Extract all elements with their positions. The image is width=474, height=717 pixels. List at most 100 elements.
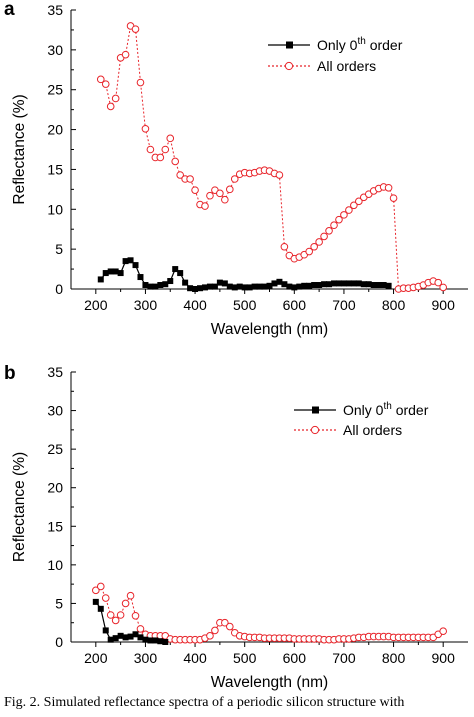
y-tick-label: 20	[47, 480, 63, 496]
data-point	[226, 185, 234, 194]
data-point	[111, 94, 120, 103]
data-point	[92, 586, 100, 595]
data-point	[182, 279, 189, 286]
x-tick-label: 300	[134, 650, 158, 666]
series-zeroth-order	[97, 257, 392, 292]
data-point	[306, 282, 313, 289]
figure-caption: Fig. 2. Simulated reflectance spectra of…	[4, 695, 405, 710]
y-axis-label: Reflectance (%)	[11, 94, 28, 204]
data-point	[132, 262, 139, 269]
data-point	[315, 238, 323, 246]
data-point	[96, 582, 105, 591]
data-point	[101, 594, 110, 602]
legend: Only 0th order All orders	[294, 401, 429, 438]
data-point	[316, 282, 323, 289]
data-point	[439, 627, 447, 636]
data-point	[340, 211, 348, 219]
x-axis-label: Wavelength (nm)	[211, 674, 328, 691]
data-point	[291, 284, 298, 291]
panel-label: a	[4, 0, 15, 20]
data-point	[177, 270, 184, 277]
data-point	[201, 202, 209, 210]
data-point	[106, 102, 115, 111]
legend: Only 0th order All orders	[268, 36, 403, 74]
y-tick-label: 25	[47, 441, 63, 457]
data-point	[226, 622, 234, 631]
data-point	[96, 75, 105, 84]
x-tick-label: 600	[283, 650, 307, 666]
data-point	[439, 283, 447, 292]
data-point	[230, 175, 239, 183]
data-point	[221, 195, 229, 204]
y-tick-label: 30	[47, 42, 63, 58]
x-tick-label: 700	[332, 650, 356, 666]
data-point	[241, 284, 248, 291]
data-point	[97, 605, 104, 612]
data-point	[136, 78, 145, 87]
data-point	[246, 284, 253, 291]
data-point	[320, 232, 328, 241]
data-point	[271, 280, 278, 287]
y-tick-label: 15	[47, 161, 63, 177]
data-point	[101, 80, 110, 88]
data-point	[385, 282, 392, 289]
x-tick-label: 500	[233, 650, 257, 666]
data-point	[141, 124, 150, 133]
data-point	[345, 280, 352, 287]
data-point	[226, 283, 233, 290]
data-point	[206, 283, 213, 290]
x-tick-label: 900	[432, 650, 456, 666]
data-point	[186, 175, 194, 183]
data-point	[311, 282, 318, 289]
data-point	[171, 157, 180, 166]
data-point	[152, 283, 159, 290]
chart-panel-b: b 0 5 10 15 20 25 30 35 200 300 400 500 600 700 800 900 W…	[4, 363, 468, 691]
data-point	[231, 284, 238, 291]
data-point	[301, 282, 308, 289]
data-point	[126, 591, 135, 600]
data-point	[280, 242, 289, 251]
data-point	[102, 270, 109, 277]
data-point	[261, 283, 268, 290]
y-tick-label: 35	[47, 2, 63, 18]
data-point	[340, 280, 347, 287]
data-point	[121, 599, 130, 608]
series-all-orders	[92, 582, 447, 644]
x-tick-label: 800	[382, 297, 406, 313]
data-point	[380, 282, 387, 289]
x-axis-label: Wavelength (nm)	[211, 321, 328, 338]
data-point	[389, 194, 398, 202]
data-point	[137, 274, 144, 281]
y-tick-label: 10	[47, 557, 63, 573]
data-point	[146, 145, 155, 154]
data-point	[106, 611, 115, 619]
data-point	[331, 280, 338, 287]
data-point	[132, 631, 139, 638]
data-point	[102, 627, 109, 634]
data-point	[350, 201, 358, 210]
series-all-orders	[96, 22, 447, 293]
data-point	[117, 632, 124, 639]
legend-marker	[286, 41, 293, 49]
x-tick-label: 800	[382, 650, 406, 666]
data-point	[206, 191, 214, 200]
data-point	[147, 637, 154, 644]
data-point	[127, 257, 134, 264]
data-point	[345, 206, 353, 214]
data-point	[335, 280, 342, 287]
legend-label: All orders	[343, 422, 402, 438]
data-point	[121, 50, 130, 59]
legend-marker	[310, 425, 320, 435]
data-point	[116, 611, 125, 619]
data-point	[325, 227, 333, 235]
data-point	[365, 281, 372, 288]
data-point	[137, 634, 144, 641]
data-point	[360, 281, 367, 288]
data-point	[236, 283, 243, 290]
data-point	[142, 636, 149, 643]
x-tick-label: 400	[183, 650, 207, 666]
data-point	[216, 189, 224, 198]
data-point	[275, 171, 284, 179]
series-zeroth-order	[92, 598, 169, 645]
data-point	[131, 25, 140, 33]
